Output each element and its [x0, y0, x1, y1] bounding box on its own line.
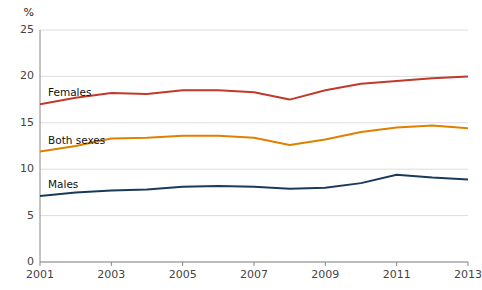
grid-line — [40, 76, 468, 77]
series-line — [40, 175, 468, 196]
x-tick — [111, 262, 112, 266]
x-tick-label: 2011 — [383, 268, 411, 281]
series-line — [40, 126, 468, 152]
grid-line — [40, 215, 468, 216]
x-tick-label: 2001 — [26, 268, 54, 281]
x-tick-label: 2005 — [169, 268, 197, 281]
series-label: Females — [48, 86, 91, 98]
x-tick — [254, 262, 255, 266]
x-tick-label: 2009 — [311, 268, 339, 281]
y-tick-label: 15 — [20, 116, 34, 129]
y-tick-label: 5 — [27, 209, 34, 222]
x-tick — [182, 262, 183, 266]
y-tick-label: 0 — [27, 255, 34, 268]
chart: 0 5 10 15 20 25 2001 2003 2005 2007 2009 2011 2013% F… — [0, 0, 482, 290]
series-label: Both sexes — [48, 134, 105, 146]
grid-line — [40, 30, 468, 31]
y-axis — [40, 30, 41, 262]
x-tick — [325, 262, 326, 266]
y-tick-label: 25 — [20, 23, 34, 36]
x-tick-label: 2007 — [240, 268, 268, 281]
grid-line — [40, 122, 468, 123]
x-tick-label: 2013 — [454, 268, 482, 281]
x-tick — [396, 262, 397, 266]
grid-line — [40, 169, 468, 170]
x-tick — [40, 262, 41, 266]
y-grid — [40, 30, 468, 262]
series-label: Males — [48, 178, 78, 190]
y-tick-label: 10 — [20, 162, 34, 175]
x-tick-label: 2003 — [97, 268, 125, 281]
lines — [40, 76, 468, 196]
y-tick-label: 20 — [20, 69, 34, 82]
x-tick — [468, 262, 469, 266]
y-axis-label: % — [24, 6, 34, 19]
background — [0, 0, 482, 290]
series-line — [40, 76, 468, 104]
